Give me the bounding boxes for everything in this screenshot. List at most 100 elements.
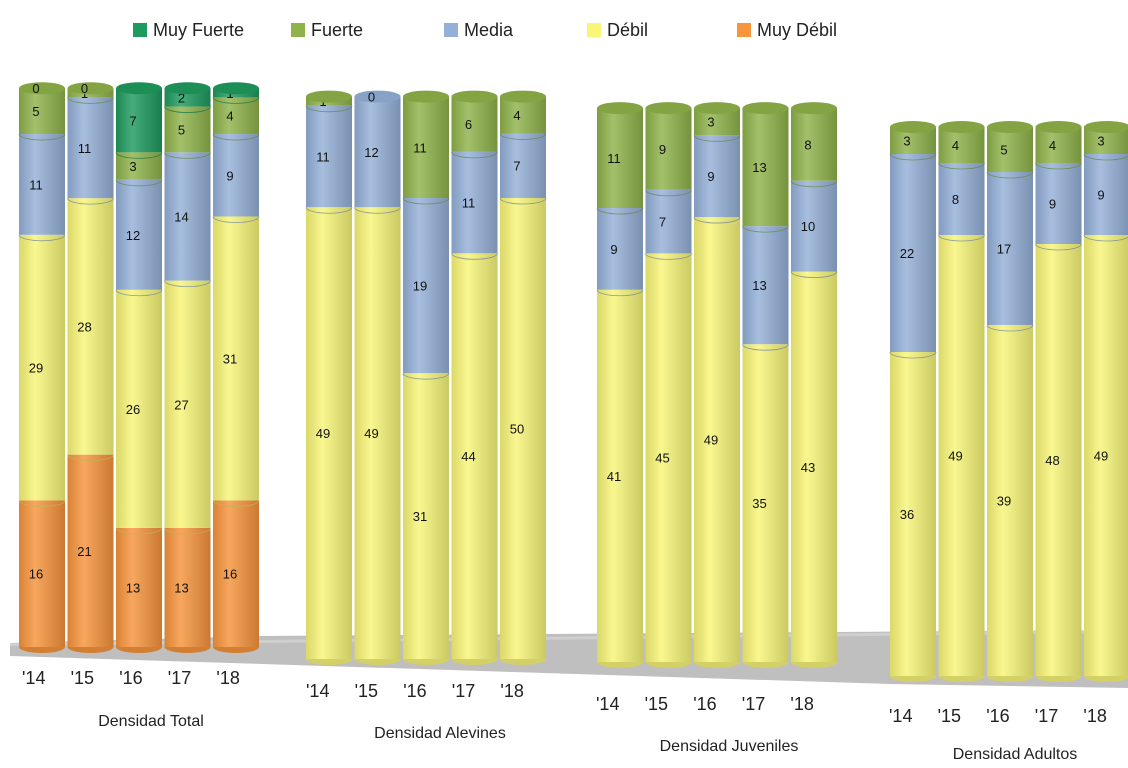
data-label-muy-fuerte: 0	[81, 81, 88, 96]
bar-top-cap	[164, 82, 211, 95]
data-label-fuerte: 5	[1000, 143, 1007, 158]
data-label-fuerte: 8	[804, 137, 811, 152]
bar-densidad-adultos-16: 39 17 5	[986, 121, 1034, 682]
tick-label-densidad-juveniles-18: '18	[790, 694, 813, 714]
bar-seam	[212, 133, 260, 141]
group-label-densidad-alevines: Densidad Alevines	[374, 725, 506, 742]
bar-seam	[115, 152, 163, 159]
bar-segment-fuerte	[500, 96, 546, 134]
bar-seam	[742, 226, 789, 233]
data-label-fuerte: 5	[32, 104, 39, 119]
bar-densidad-adultos-14: 36 22 3	[889, 121, 937, 682]
data-label-debil: 48	[1045, 453, 1059, 468]
tick-label-densidad-juveniles-17: '17	[742, 694, 765, 714]
data-label-debil: 26	[126, 402, 140, 417]
bar-segment-media	[742, 226, 789, 345]
bar-top-cap	[213, 82, 259, 95]
data-label-muy-debil: 13	[126, 580, 140, 595]
bar-segment-media	[306, 105, 352, 208]
bar-segment-media	[354, 96, 401, 208]
bar-top-cap	[597, 102, 643, 115]
bar-segment-media	[1035, 163, 1082, 244]
data-label-muy-debil: 16	[223, 567, 237, 582]
bar-segment-muy-debil	[164, 527, 211, 647]
plot-area: 1629115021281110132612371327145216319414…	[18, 81, 1128, 682]
bar-densidad-juveniles-15: 45 7 9	[645, 102, 692, 668]
tick-label-densidad-total-16: '16	[119, 668, 142, 688]
legend-label-muy-fuerte: Muy Fuerte	[153, 20, 244, 40]
data-label-debil: 35	[752, 496, 766, 511]
bar-seam	[938, 234, 985, 242]
bar-segment-muy-debil	[19, 500, 65, 647]
data-label-media: 9	[610, 242, 617, 257]
data-label-debil: 50	[510, 422, 524, 437]
bar-seam	[18, 133, 66, 141]
bar-seam	[499, 197, 547, 205]
data-label-debil: 49	[364, 426, 378, 441]
bar-top-cap	[1035, 121, 1082, 133]
tick-label-densidad-adultos-17: '17	[1035, 706, 1058, 726]
data-label-fuerte: 3	[1097, 134, 1104, 149]
bar-seam	[402, 197, 450, 205]
data-label-debil: 49	[1094, 449, 1108, 464]
bar-segment-debil	[403, 373, 449, 659]
bar-seam	[693, 135, 741, 142]
bar-top-cap	[500, 90, 546, 103]
bar-segment-media	[67, 97, 114, 199]
bar-segment-media	[500, 133, 546, 198]
data-label-muy-fuerte: 7	[129, 113, 136, 128]
bar-seam	[986, 171, 1034, 179]
bar-seam	[645, 253, 692, 260]
tick-label-densidad-total-17: '17	[168, 668, 191, 688]
data-label-debil: 28	[77, 319, 91, 334]
bar-densidad-juveniles-16: 49 9 3	[693, 102, 741, 668]
data-label-media: 11	[316, 150, 330, 165]
group-label-densidad-juveniles: Densidad Juveniles	[660, 738, 799, 755]
bar-segment-fuerte	[213, 97, 259, 135]
bar-segment-media	[645, 189, 692, 254]
bar-densidad-juveniles-18: 43 10 8	[790, 102, 838, 668]
bar-densidad-juveniles-14: 41 9 11	[596, 102, 644, 668]
bar-segment-media	[403, 198, 449, 374]
bar-seam	[1035, 243, 1082, 251]
bar-segment-debil	[938, 235, 985, 676]
data-label-media: 22	[900, 246, 914, 261]
legend-label-muy-debil: Muy Débil	[757, 20, 837, 40]
data-label-debil: 27	[174, 397, 188, 412]
data-label-media: 9	[226, 168, 233, 183]
legend-swatch-fuerte	[291, 23, 305, 37]
tick-label-densidad-total-14: '14	[22, 668, 45, 688]
bar-segment-debil	[742, 344, 789, 662]
bar-segment-fuerte	[451, 96, 498, 152]
bar-segment-debil	[597, 289, 643, 662]
bar-top-cap	[451, 90, 498, 103]
data-label-media: 7	[513, 159, 520, 174]
group-label-densidad-adultos: Densidad Adultos	[953, 746, 1078, 763]
data-label-debil: 31	[223, 351, 237, 366]
data-label-fuerte: 5	[178, 122, 185, 137]
tick-label-densidad-adultos-15: '15	[938, 706, 961, 726]
data-label-fuerte: 11	[413, 140, 427, 155]
bar-segment-media	[890, 154, 936, 352]
bar-segment-media	[938, 163, 985, 235]
bar-top-cap	[938, 121, 985, 133]
data-label-debil: 29	[29, 361, 43, 376]
bar-seam	[402, 373, 450, 380]
bar-segment-debil	[67, 198, 114, 455]
data-label-media: 11	[29, 177, 43, 192]
tick-label-densidad-adultos-14: '14	[889, 706, 912, 726]
data-label-fuerte: 9	[659, 142, 666, 157]
bar-segment-media	[1084, 154, 1128, 235]
bar-seam	[986, 324, 1034, 332]
bar-seam	[164, 527, 211, 535]
tick-label-densidad-juveniles-15: '15	[645, 694, 668, 714]
bar-seam	[596, 207, 644, 215]
data-label-debil: 49	[948, 449, 962, 464]
bar-segment-debil	[890, 352, 936, 676]
bar-seam	[790, 180, 838, 188]
data-label-debil: 44	[461, 449, 475, 464]
bar-top-cap	[890, 121, 936, 133]
